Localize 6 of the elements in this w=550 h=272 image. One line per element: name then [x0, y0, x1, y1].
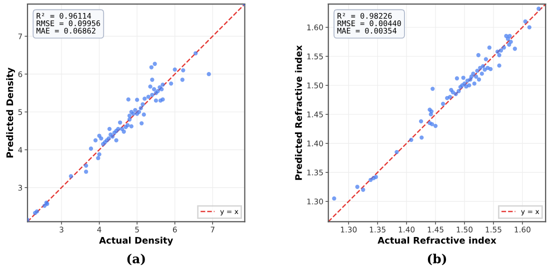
text: (a) — [127, 254, 145, 266]
y-axis-title: Predicted Refractive index — [294, 45, 302, 180]
x-axis-title: Actual Refractive index — [378, 236, 496, 244]
x-axis-title: Actual Density — [99, 236, 174, 246]
text: (b) — [428, 254, 446, 266]
y-axis-title: Predicted Density — [6, 68, 15, 158]
